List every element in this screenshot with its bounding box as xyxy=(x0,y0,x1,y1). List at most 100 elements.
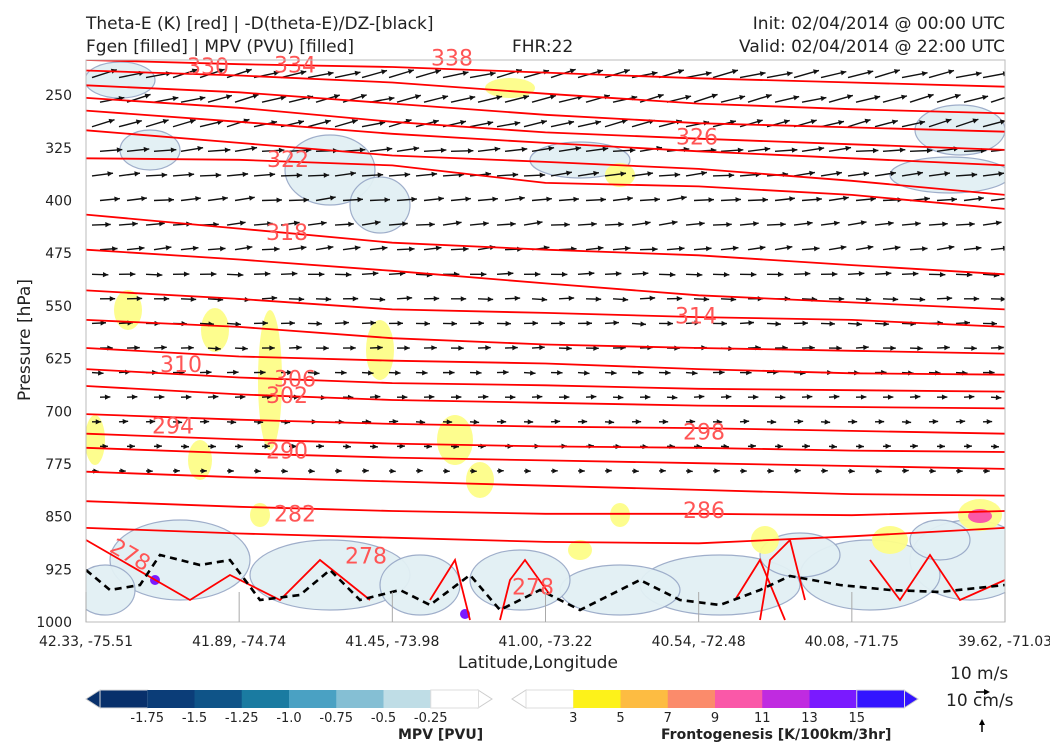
wind-vector-head xyxy=(660,468,666,474)
wind-vector-head xyxy=(201,468,207,474)
mpv-colorbar-tick: -1.75 xyxy=(130,711,164,726)
wind-vector-head xyxy=(399,443,405,449)
wind-vector-head xyxy=(944,345,950,351)
wind-vector-head xyxy=(291,271,298,277)
wind-vector-head xyxy=(568,295,575,301)
title-line-1: Theta-E (K) [red] | -D(theta-E)/DZ-[blac… xyxy=(86,14,434,34)
fgen-colorbar-swatch xyxy=(762,690,810,708)
wind-vector-head xyxy=(836,345,842,351)
wind-vector-head xyxy=(264,443,270,449)
wind-vector-head xyxy=(246,245,253,251)
wind-vector-head xyxy=(291,443,297,449)
wind-vector-head xyxy=(462,70,469,76)
wind-vector-head xyxy=(818,146,825,152)
fgen-colorbar-tick: 11 xyxy=(754,711,771,726)
wind-vector-head xyxy=(395,370,401,376)
init-time: Init: 02/04/2014 @ 00:00 UTC xyxy=(752,14,1005,34)
wind-vector-head xyxy=(191,68,198,74)
theta-e-contour xyxy=(86,319,1005,355)
wind-vector-head xyxy=(280,95,287,101)
wind-vector-head xyxy=(741,468,747,474)
wind-vector-head xyxy=(527,419,534,425)
wind-vector-head xyxy=(144,93,151,99)
wind-vector-head xyxy=(388,96,395,102)
wind-vector-head xyxy=(887,394,894,400)
wind-vector-head xyxy=(372,443,378,450)
fgen-colorbar-tick: 9 xyxy=(711,711,719,726)
wind-vector-head xyxy=(883,321,889,327)
wind-vector-head xyxy=(471,468,477,474)
theta-e-contour xyxy=(86,385,1005,410)
wind-vector-head xyxy=(316,321,322,327)
wind-vector-head xyxy=(735,197,741,203)
wind-vector-head xyxy=(566,345,572,351)
wind-vector-head xyxy=(644,220,651,226)
wind-vector-head xyxy=(611,370,617,376)
wind-vector-head xyxy=(435,69,441,75)
wind-vector-head xyxy=(944,171,950,177)
wind-vector-head xyxy=(590,394,597,400)
wind-vector-head xyxy=(282,468,288,474)
wind-vector-head xyxy=(863,344,869,351)
wind-vector-head xyxy=(1008,147,1014,152)
wind-vector-head xyxy=(696,272,703,278)
wind-vector-head xyxy=(168,197,174,203)
dtheta-dz-zero-line xyxy=(86,553,1005,612)
wind-vector-head xyxy=(899,147,906,153)
fgen-region xyxy=(610,503,630,527)
wind-vector-head xyxy=(449,369,455,376)
y-tick-label: 850 xyxy=(45,510,72,526)
wind-vector-head xyxy=(770,419,777,425)
wind-vector-head xyxy=(114,196,120,202)
y-axis-label: Pressure [hPa] xyxy=(14,279,35,401)
wind-vector-head xyxy=(982,94,989,101)
wind-vector-head xyxy=(939,443,945,449)
wind-vector-head xyxy=(460,120,466,126)
wind-vector-head xyxy=(539,172,546,178)
wind-vector-head xyxy=(651,71,658,77)
x-tick-label: 39.62, -71.03 xyxy=(958,634,1050,650)
wind-vector-head xyxy=(189,119,196,125)
wind-vector-head xyxy=(932,419,939,425)
wind-vector-head xyxy=(926,148,933,154)
wind-vector-head xyxy=(804,271,811,277)
wind-vector-head xyxy=(942,221,948,227)
wind-vector-head xyxy=(680,195,687,201)
wind-vector-head xyxy=(225,94,232,100)
wind-vector-head xyxy=(210,271,217,277)
wind-vector-head xyxy=(350,345,356,351)
wind-vector-head xyxy=(406,295,413,301)
wind-vector-head xyxy=(212,394,219,400)
wind-vector-head xyxy=(623,68,630,74)
wind-vector-head xyxy=(507,270,514,277)
wind-vector-head xyxy=(550,94,556,100)
mpv-colorbar-swatch xyxy=(383,690,432,708)
wind-vector-head xyxy=(1009,94,1015,99)
wind-vector-head xyxy=(912,271,919,277)
wind-vector-head xyxy=(878,419,885,425)
fgen-colorbar-tick: 7 xyxy=(664,711,672,726)
wind-vector-head xyxy=(998,345,1004,351)
wind-vector-head xyxy=(752,394,759,400)
wind-vector-head xyxy=(392,418,399,425)
wind-vector-head xyxy=(536,220,543,226)
mpv-region xyxy=(349,176,411,234)
y-tick-label: 625 xyxy=(45,352,72,368)
mpv-colorbar-tick: -1.5 xyxy=(182,711,207,726)
wind-vector-head xyxy=(478,320,484,326)
wind-vector-head xyxy=(986,419,993,425)
mpv-region xyxy=(529,141,631,179)
mpv-region xyxy=(86,61,156,99)
theta-e-contour xyxy=(759,538,806,621)
wind-vector-head xyxy=(514,295,521,301)
theta-e-contours xyxy=(86,60,1005,621)
wind-vector-head xyxy=(176,419,183,425)
wind-vector-head xyxy=(783,119,790,125)
wind-vector-head xyxy=(132,221,138,227)
mpv-colorbar-swatch xyxy=(336,690,384,708)
wind-vector-head xyxy=(840,245,847,251)
fgen-colorbar-tick: 5 xyxy=(616,711,624,726)
mpv-colorbar-end xyxy=(85,689,101,709)
x-tick-label: 41.45, -73.98 xyxy=(345,634,439,650)
wind-vector-head xyxy=(569,68,576,74)
